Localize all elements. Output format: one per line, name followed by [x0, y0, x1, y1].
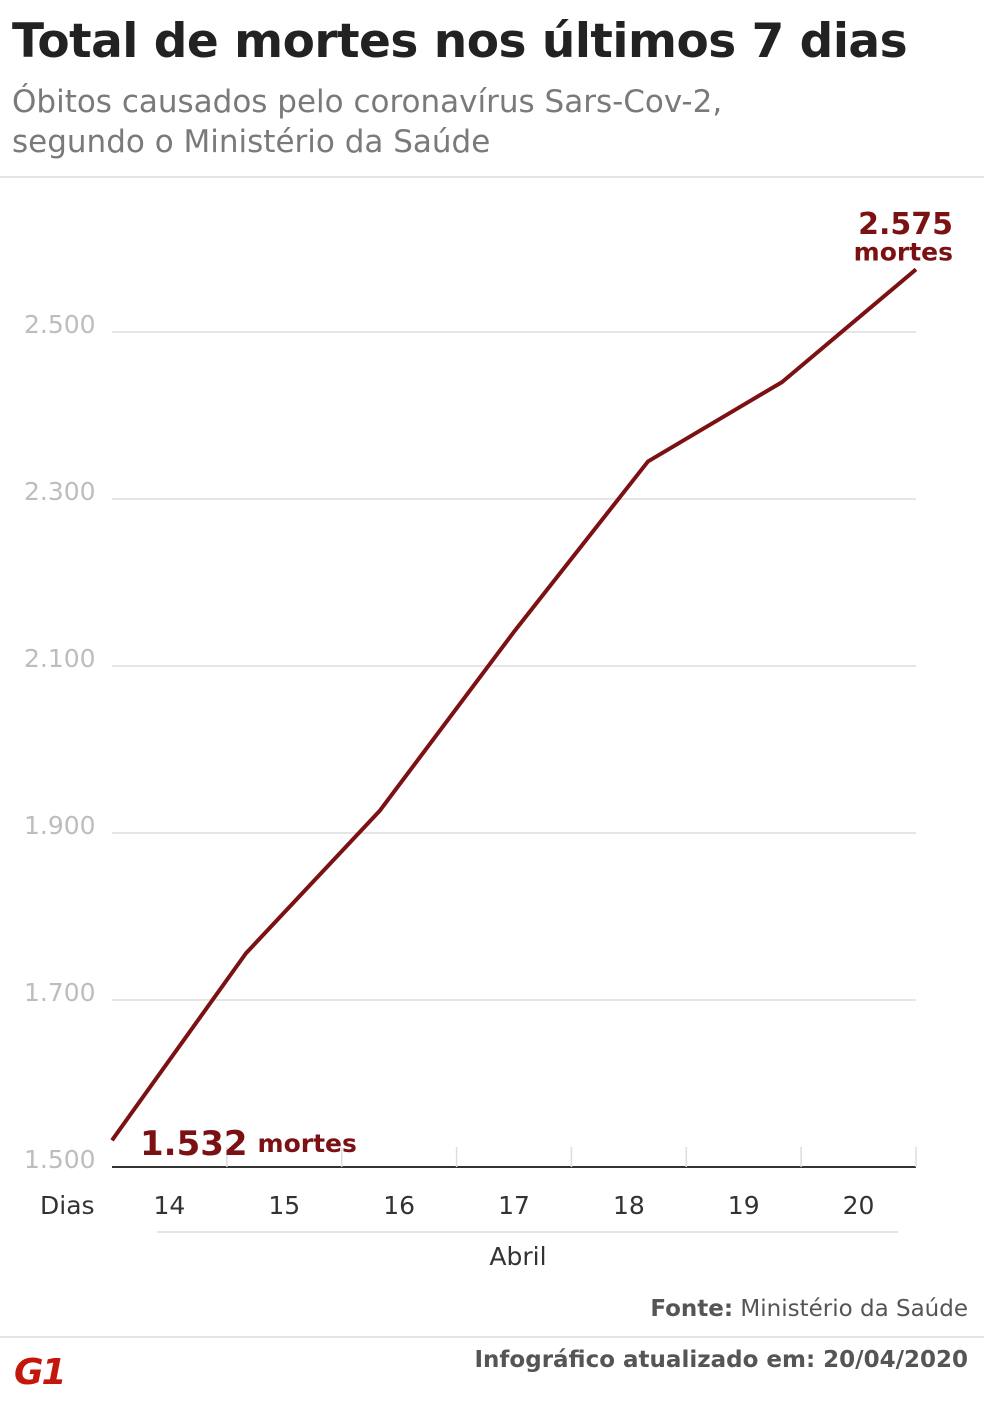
x-axis-label: Dias: [40, 1191, 95, 1220]
value-label-unit: mortes: [258, 1129, 357, 1158]
y-tick-label: 2.300: [24, 477, 96, 506]
x-tick-label: 15: [268, 1191, 300, 1220]
source-label: Fonte:: [650, 1296, 734, 1322]
y-tick-label: 1.900: [24, 811, 96, 840]
chart-title: Total de mortes nos últimos 7 dias: [12, 14, 908, 69]
y-tick-label: 1.500: [24, 1145, 96, 1174]
x-tick-label: 20: [843, 1191, 875, 1220]
chart-subtitle: Óbitos causados pelo coronavírus Sars-Co…: [12, 84, 723, 160]
divider: [0, 176, 984, 178]
divider: [0, 1336, 984, 1338]
x-tick-label: 17: [498, 1191, 530, 1220]
x-group-label: Abril: [489, 1242, 546, 1271]
y-tick-label: 2.500: [24, 310, 96, 339]
source: Fonte: Ministério da Saúde: [650, 1296, 968, 1322]
updated-note: Infográfico atualizado em: 20/04/2020: [474, 1347, 968, 1373]
x-tick-label: 18: [613, 1191, 645, 1220]
logo: G1: [14, 1352, 67, 1393]
line: [110, 267, 918, 1142]
x-tick-label: 19: [728, 1191, 760, 1220]
value-label: 1.532 mortes: [140, 1124, 357, 1164]
y-tick-label: 1.700: [24, 978, 96, 1007]
x-tick-label: 16: [383, 1191, 415, 1220]
x-tick-label: 14: [154, 1191, 186, 1220]
value-label-unit: mortes: [854, 237, 953, 266]
y-tick-label: 2.100: [24, 644, 96, 673]
source-name: Ministério da Saúde: [740, 1296, 968, 1322]
value-label-number: 1.532: [140, 1124, 248, 1164]
value-label-number: 2.575: [858, 207, 953, 242]
